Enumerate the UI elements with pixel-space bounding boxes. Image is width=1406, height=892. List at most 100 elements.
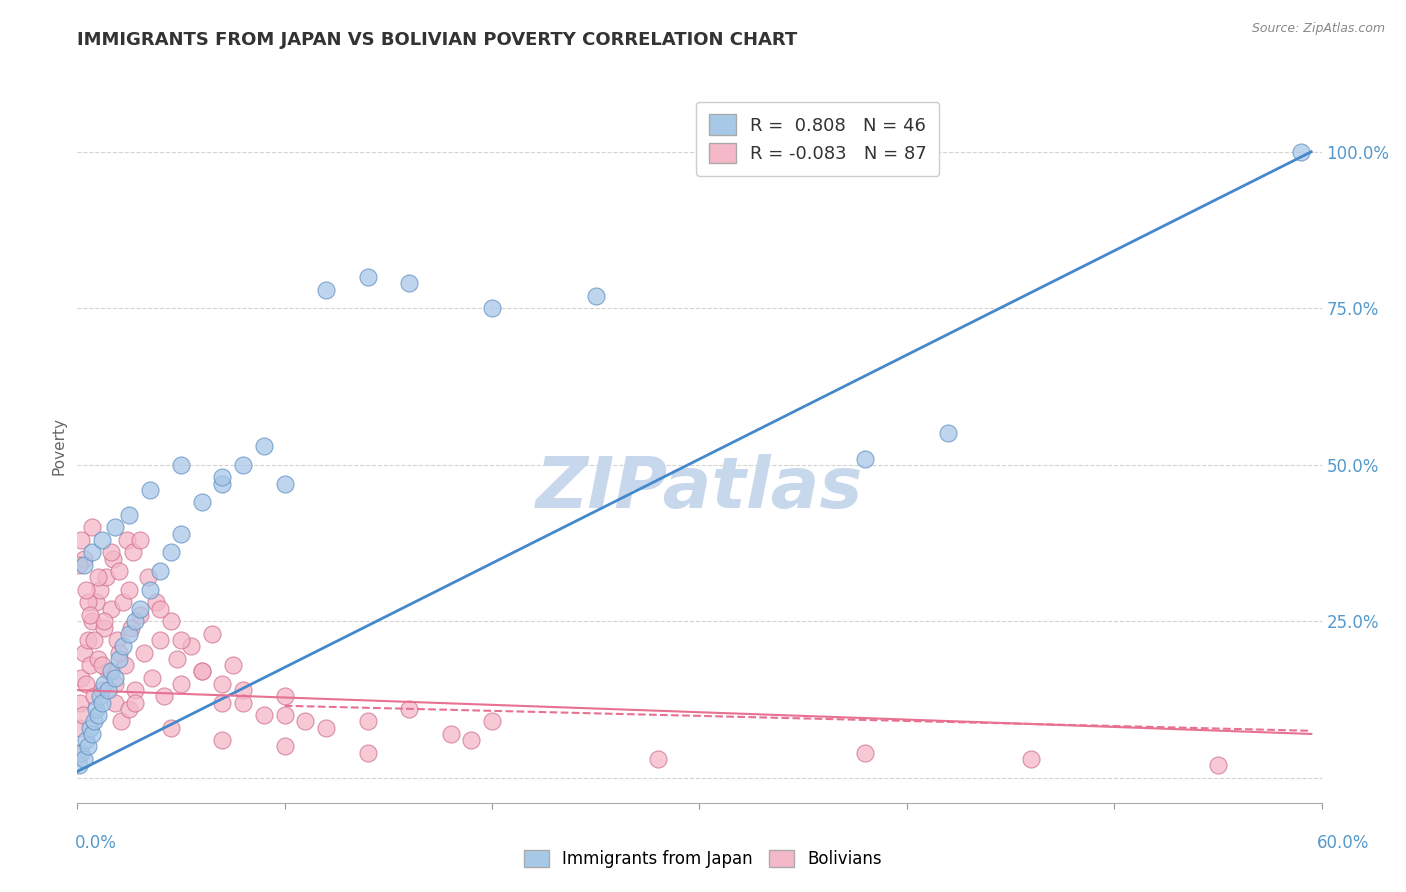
- Point: [120, 621, 142, 635]
- Point: [481, 301, 503, 316]
- Point: [936, 426, 959, 441]
- Point: [93, 614, 115, 628]
- Point: [118, 702, 141, 716]
- Point: [72, 558, 94, 572]
- Point: [100, 545, 122, 559]
- Point: [118, 508, 141, 522]
- Y-axis label: Poverty: Poverty: [51, 417, 66, 475]
- Point: [67, 558, 90, 572]
- Point: [93, 621, 115, 635]
- Point: [159, 721, 181, 735]
- Point: [118, 627, 141, 641]
- Point: [190, 495, 214, 509]
- Point: [124, 683, 146, 698]
- Point: [128, 533, 150, 547]
- Point: [139, 483, 162, 497]
- Point: [80, 520, 103, 534]
- Point: [91, 696, 114, 710]
- Point: [104, 520, 127, 534]
- Point: [273, 708, 295, 723]
- Point: [104, 696, 127, 710]
- Point: [67, 758, 90, 772]
- Point: [80, 614, 103, 628]
- Point: [91, 683, 114, 698]
- Point: [87, 708, 110, 723]
- Point: [166, 652, 188, 666]
- Point: [647, 752, 669, 766]
- Point: [273, 476, 295, 491]
- Point: [141, 671, 163, 685]
- Text: IMMIGRANTS FROM JAPAN VS BOLIVIAN POVERTY CORRELATION CHART: IMMIGRANTS FROM JAPAN VS BOLIVIAN POVERT…: [77, 31, 797, 49]
- Point: [89, 582, 111, 597]
- Text: ZIPatlas: ZIPatlas: [536, 454, 863, 524]
- Point: [111, 640, 134, 654]
- Point: [104, 671, 127, 685]
- Point: [76, 739, 98, 754]
- Point: [211, 677, 233, 691]
- Point: [110, 714, 132, 729]
- Point: [76, 633, 98, 648]
- Point: [222, 658, 245, 673]
- Point: [104, 677, 127, 691]
- Point: [72, 646, 94, 660]
- Point: [128, 607, 150, 622]
- Point: [124, 614, 146, 628]
- Point: [170, 458, 193, 472]
- Point: [83, 633, 105, 648]
- Point: [79, 721, 101, 735]
- Point: [253, 439, 276, 453]
- Point: [70, 533, 93, 547]
- Point: [1289, 145, 1312, 159]
- Point: [149, 564, 172, 578]
- Point: [124, 696, 146, 710]
- Point: [1206, 758, 1229, 772]
- Point: [1021, 752, 1043, 766]
- Point: [70, 746, 93, 760]
- Point: [180, 640, 202, 654]
- Point: [481, 714, 503, 729]
- Text: 0.0%: 0.0%: [75, 834, 117, 852]
- Point: [72, 551, 94, 566]
- Point: [273, 739, 295, 754]
- Point: [100, 665, 122, 679]
- Point: [439, 727, 461, 741]
- Point: [97, 683, 120, 698]
- Point: [76, 595, 98, 609]
- Point: [97, 665, 120, 679]
- Point: [87, 570, 110, 584]
- Point: [145, 595, 167, 609]
- Point: [75, 677, 97, 691]
- Point: [105, 633, 128, 648]
- Point: [855, 746, 877, 760]
- Point: [83, 714, 105, 729]
- Point: [101, 551, 124, 566]
- Point: [232, 458, 254, 472]
- Point: [211, 733, 233, 747]
- Legend: R =  0.808   N = 46, R = -0.083   N = 87: R = 0.808 N = 46, R = -0.083 N = 87: [696, 102, 939, 176]
- Point: [357, 714, 380, 729]
- Point: [232, 696, 254, 710]
- Point: [114, 658, 136, 673]
- Point: [139, 582, 162, 597]
- Point: [357, 270, 380, 285]
- Point: [80, 545, 103, 559]
- Point: [67, 721, 90, 735]
- Point: [132, 646, 155, 660]
- Point: [190, 665, 214, 679]
- Point: [211, 470, 233, 484]
- Point: [190, 665, 214, 679]
- Point: [118, 582, 141, 597]
- Point: [115, 533, 138, 547]
- Point: [128, 601, 150, 615]
- Point: [211, 476, 233, 491]
- Point: [122, 545, 145, 559]
- Point: [232, 683, 254, 698]
- Point: [79, 607, 101, 622]
- Point: [107, 564, 129, 578]
- Point: [398, 702, 420, 716]
- Point: [170, 633, 193, 648]
- Point: [253, 708, 276, 723]
- Point: [87, 652, 110, 666]
- Point: [159, 545, 181, 559]
- Point: [398, 277, 420, 291]
